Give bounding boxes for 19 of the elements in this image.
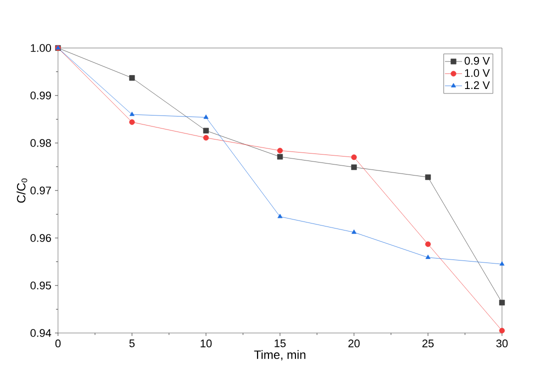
x-tick-label: 25 — [422, 340, 434, 348]
legend-label: 0.9 V — [464, 56, 490, 65]
x-tick-label: 30 — [496, 340, 508, 348]
x-axis-title: Time, min — [254, 350, 306, 360]
legend-label: 1.0 V — [465, 69, 490, 77]
y-tick-label: 0.97 — [30, 186, 51, 194]
y-tick-label: 0.99 — [30, 92, 51, 100]
y-axis-title: C/C$_{0}$ — [16, 178, 28, 203]
x-tick-label: 10 — [200, 340, 212, 348]
y-tick-label: 0.96 — [30, 234, 51, 242]
legend-label: 1.2 V — [465, 81, 490, 89]
x-tick-label: 15 — [274, 340, 286, 348]
y-tick-label: 0.95 — [30, 282, 51, 290]
x-tick-label: 0 — [55, 340, 61, 348]
y-tick-label: 1.00 — [30, 44, 52, 52]
x-tick-label: 5 — [129, 340, 135, 348]
y-tick-label: 0.98 — [30, 139, 51, 147]
x-tick-label: 20 — [348, 340, 360, 348]
y-tick-label: 0.94 — [30, 329, 52, 337]
